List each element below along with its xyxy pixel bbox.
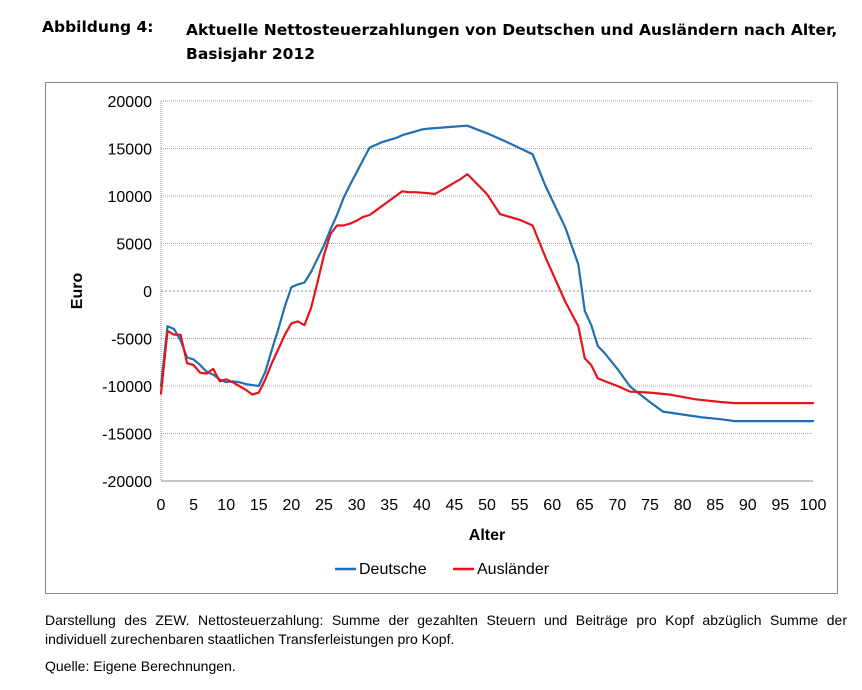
figure-label: Abbildung 4: bbox=[42, 18, 154, 36]
series-line-auslaender bbox=[159, 173, 815, 405]
x-tick-label: 10 bbox=[217, 497, 235, 514]
legend: Deutsche Ausländer bbox=[335, 561, 550, 578]
x-tick-label: 45 bbox=[446, 497, 464, 514]
x-tick-label: 75 bbox=[641, 497, 659, 514]
y-tick-label: -10000 bbox=[102, 379, 152, 396]
chart-source: Quelle: Eigene Berechnungen. bbox=[45, 658, 236, 674]
x-axis-ticks: 0 5 10 15 20 25 30 35 40 45 50 55 60 65 70 75 80 85 90 95 10… bbox=[157, 497, 827, 514]
y-tick-label: 5000 bbox=[116, 237, 152, 254]
y-tick-label: -5000 bbox=[111, 332, 152, 349]
x-tick-label: 100 bbox=[800, 497, 827, 514]
y-axis-ticks: 20000 15000 10000 5000 0 -5000 -10000 -15000 -20… bbox=[102, 94, 152, 491]
x-axis-title: Alter bbox=[469, 527, 505, 544]
x-tick-label: 20 bbox=[283, 497, 301, 514]
series-lines bbox=[159, 124, 815, 423]
x-tick-label: 60 bbox=[543, 497, 561, 514]
x-tick-label: 85 bbox=[706, 497, 724, 514]
x-tick-label: 65 bbox=[576, 497, 594, 514]
x-tick-label: 55 bbox=[511, 497, 529, 514]
legend-label-auslaender: Ausländer bbox=[477, 561, 550, 578]
x-tick-label: 35 bbox=[380, 497, 398, 514]
y-tick-label: 15000 bbox=[108, 142, 153, 159]
x-tick-label: 80 bbox=[674, 497, 692, 514]
legend-label-deutsche: Deutsche bbox=[359, 561, 427, 578]
y-tick-label: 20000 bbox=[108, 94, 153, 111]
x-tick-label: 0 bbox=[157, 497, 166, 514]
y-tick-label: 0 bbox=[143, 284, 152, 301]
axes bbox=[160, 101, 813, 482]
x-tick-label: 25 bbox=[315, 497, 333, 514]
y-tick-label: -15000 bbox=[102, 427, 152, 444]
line-chart: 20000 15000 10000 5000 0 -5000 -10000 -15000 -20… bbox=[69, 94, 827, 578]
y-tick-label: 10000 bbox=[108, 189, 153, 206]
x-tick-label: 30 bbox=[348, 497, 366, 514]
series-line-deutsche bbox=[159, 124, 815, 423]
y-tick-label: -20000 bbox=[102, 474, 152, 491]
x-tick-label: 90 bbox=[739, 497, 757, 514]
x-tick-label: 95 bbox=[772, 497, 790, 514]
chart-frame: 20000 15000 10000 5000 0 -5000 -10000 -15000 -20… bbox=[45, 82, 838, 594]
x-tick-label: 5 bbox=[189, 497, 198, 514]
x-tick-label: 50 bbox=[478, 497, 496, 514]
x-tick-label: 40 bbox=[413, 497, 431, 514]
y-axis-title: Euro bbox=[69, 273, 86, 310]
chart-note: Darstellung des ZEW. Nettosteuerzahlung:… bbox=[45, 612, 847, 647]
x-tick-label: 15 bbox=[250, 497, 268, 514]
x-tick-label: 70 bbox=[609, 497, 627, 514]
figure-title: Aktuelle Nettosteuerzahlungen von Deutsc… bbox=[186, 21, 838, 63]
